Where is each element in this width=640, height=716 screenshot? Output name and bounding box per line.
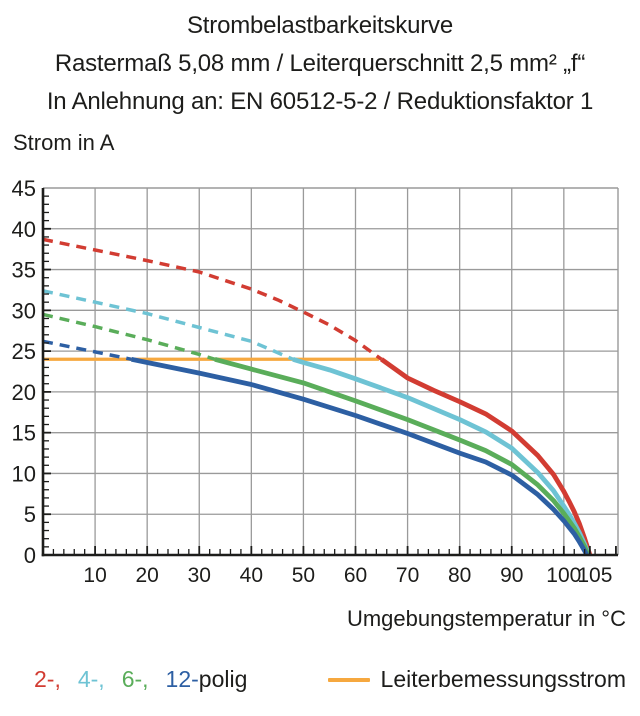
rated-current-line-swatch xyxy=(327,677,370,682)
series-4-polig xyxy=(42,289,592,556)
axes-group xyxy=(41,188,618,557)
legend-pole-12: 12- xyxy=(165,666,199,692)
svg-text:30: 30 xyxy=(12,298,36,323)
chart-title-block: Strombelastbarkeitskurve Rastermaß 5,08 … xyxy=(0,7,640,121)
series-12-polig-dashed xyxy=(42,339,132,362)
series-6-polig-solid xyxy=(214,356,591,556)
legend-poles-suffix: polig xyxy=(198,666,248,692)
svg-text:45: 45 xyxy=(12,176,36,201)
svg-text:15: 15 xyxy=(12,421,36,446)
series-2-polig xyxy=(42,237,593,556)
x-axis-title: Umgebungstemperatur in °C xyxy=(346,606,626,631)
svg-text:10: 10 xyxy=(83,564,106,587)
series-4-polig-dashed xyxy=(42,289,294,361)
tick-labels-group: 0 5 10 15 20 25 30 35 40 45 10 20 30 40 50 60 70 80 90 1001… xyxy=(12,176,613,587)
chart-title-line3: In Anlehnung an: EN 60512-5-2 / Reduktio… xyxy=(46,88,594,115)
legend-pole-2: 2-, xyxy=(34,666,61,692)
series-2-polig-solid xyxy=(380,357,593,556)
svg-text:5: 5 xyxy=(24,502,36,527)
svg-text:25: 25 xyxy=(12,339,36,364)
svg-text:30: 30 xyxy=(188,564,211,587)
series-12-polig xyxy=(42,339,589,557)
y-axis-title: Strom in A xyxy=(13,130,115,155)
svg-text:105: 105 xyxy=(577,564,612,587)
svg-text:40: 40 xyxy=(240,564,263,587)
svg-text:50: 50 xyxy=(292,564,315,587)
legend-poles-group: 2-, 4-, 6-, 12-polig xyxy=(34,666,247,693)
series-6-polig xyxy=(42,312,591,556)
svg-text:35: 35 xyxy=(12,258,36,283)
series-6-polig-dashed xyxy=(42,312,216,361)
svg-text:20: 20 xyxy=(135,564,158,587)
svg-text:80: 80 xyxy=(448,564,471,587)
svg-text:70: 70 xyxy=(396,564,419,587)
chart-title-line1: Strombelastbarkeitskurve xyxy=(187,12,453,39)
svg-text:90: 90 xyxy=(500,564,523,587)
svg-text:40: 40 xyxy=(12,217,36,242)
series-4-polig-solid xyxy=(292,357,592,556)
series-12-polig-solid xyxy=(131,356,589,557)
svg-text:100: 100 xyxy=(546,564,581,587)
chart-title-line2: Rastermaß 5,08 mm / Leiterquerschnitt 2,… xyxy=(54,50,586,77)
series-2-polig-dashed xyxy=(42,237,383,361)
legend-rated-current: Leiterbemessungsstrom xyxy=(327,666,626,693)
chart-legend: 2-, 4-, 6-, 12-polig Leiterbemessungsstrom xyxy=(34,666,626,693)
svg-text:0: 0 xyxy=(24,543,36,568)
svg-text:10: 10 xyxy=(12,461,36,486)
svg-text:60: 60 xyxy=(344,564,367,587)
rated-current-label: Leiterbemessungsstrom xyxy=(380,666,626,692)
legend-pole-6: 6-, xyxy=(121,666,149,692)
grid-group xyxy=(43,187,619,555)
legend-pole-4: 4-, xyxy=(77,666,105,692)
svg-text:20: 20 xyxy=(12,380,36,405)
